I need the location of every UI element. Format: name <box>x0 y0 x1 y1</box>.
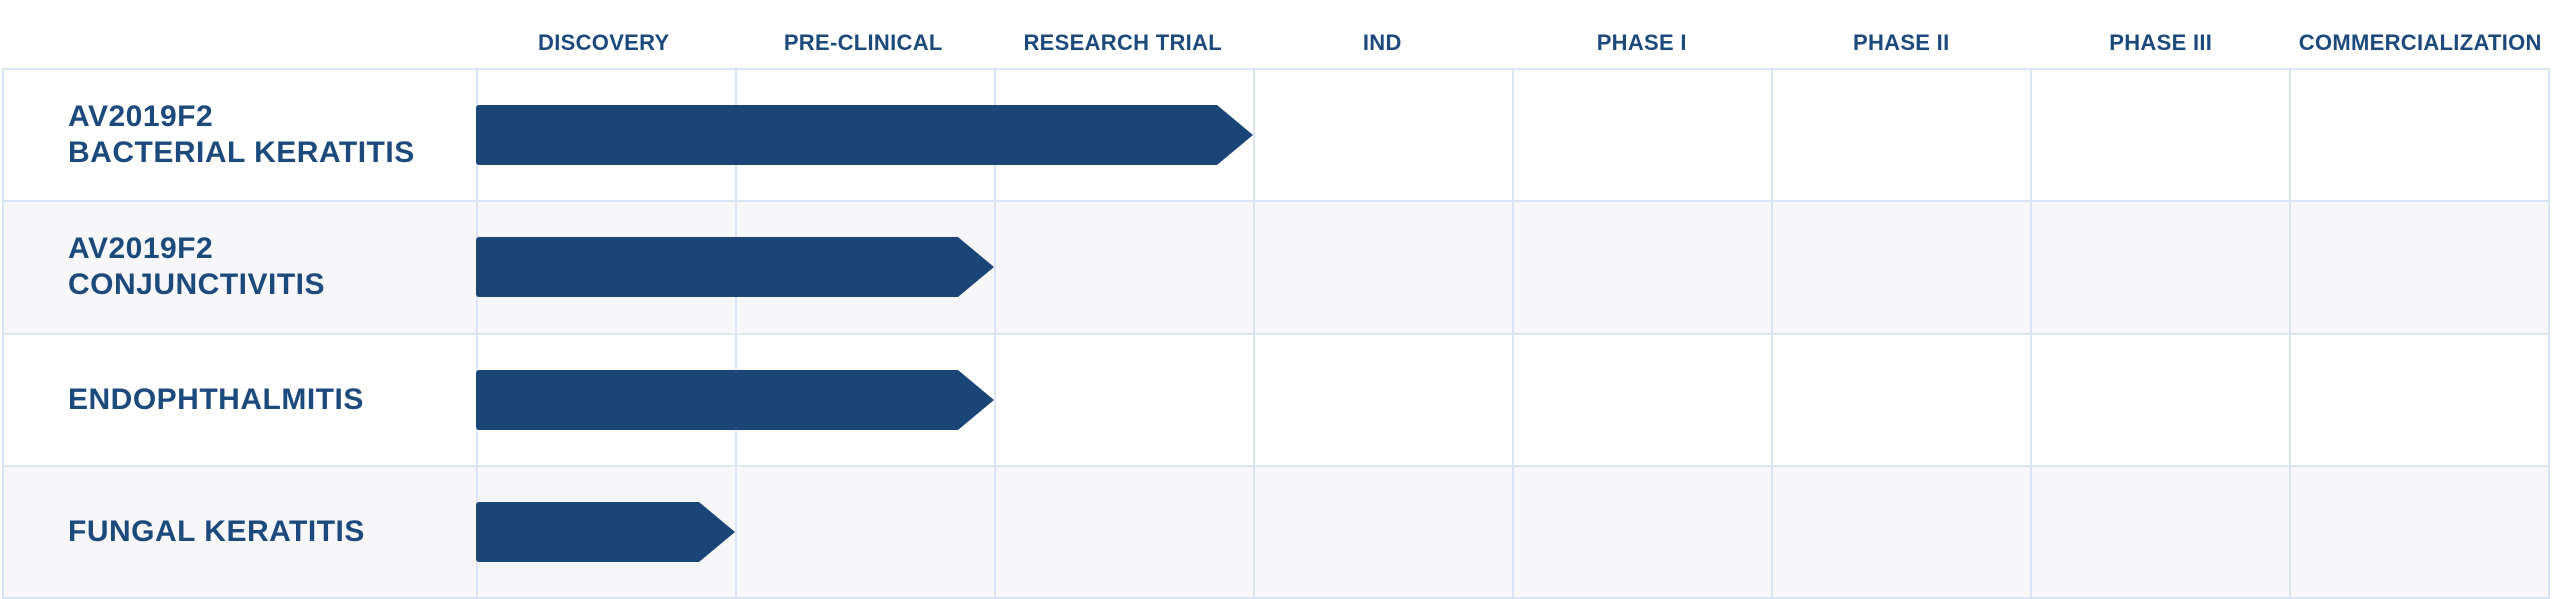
row-grid <box>476 334 2548 465</box>
phase-header-ind: IND <box>1362 30 1402 55</box>
row-label-line1: AV2019F2 <box>68 232 214 266</box>
pipeline-bar-conjunctivitis <box>476 237 958 298</box>
pipeline-bar-bacterial-keratitis <box>476 105 1217 166</box>
phase-header-commercialization: COMMERCIALIZATION <box>2298 30 2542 55</box>
row-grid <box>476 466 2548 597</box>
pipeline-row-fungal-keratitis: FUNGAL KERATITIS <box>4 464 2548 597</box>
header-label-spacer <box>2 0 474 68</box>
pipeline-row-endophthalmitis: ENDOPHTHALMITIS <box>4 332 2548 465</box>
pipeline-bar-endophthalmitis <box>476 369 958 430</box>
row-grid <box>476 202 2548 333</box>
row-grid <box>476 70 2548 201</box>
phase-header-phase-2: PHASE II <box>1852 30 1950 55</box>
row-label-fungal-keratitis: FUNGAL KERATITIS <box>4 467 476 597</box>
row-label-line2: BACTERIAL KERATITIS <box>68 136 415 170</box>
row-label-line1: FUNGAL KERATITIS <box>68 514 365 548</box>
pipeline-row-conjunctivitis: AV2019F2 CONJUNCTIVITIS <box>4 200 2548 333</box>
pipeline-table: AV2019F2 BACTERIAL KERATITIS AV2019F2 CO… <box>2 68 2550 599</box>
pipeline-bar-fungal-keratitis <box>476 501 699 562</box>
phase-header-discovery: DISCOVERY <box>538 30 670 55</box>
row-label-endophthalmitis: ENDOPHTHALMITIS <box>4 335 476 465</box>
phase-header-phase-3: PHASE III <box>2109 30 2213 55</box>
row-label-line2: CONJUNCTIVITIS <box>68 268 326 302</box>
row-label-bacterial-keratitis: AV2019F2 BACTERIAL KERATITIS <box>4 70 476 200</box>
row-label-line1: ENDOPHTHALMITIS <box>68 382 364 416</box>
pipeline-row-bacterial-keratitis: AV2019F2 BACTERIAL KERATITIS <box>4 70 2548 201</box>
phase-header-research-trial: RESEARCH TRIAL <box>1023 30 1223 55</box>
phase-header-row: DISCOVERY PRE-CLINICAL RESEARCH TRIAL IN… <box>2 0 2550 68</box>
row-label-line1: AV2019F2 <box>68 100 214 134</box>
row-label-conjunctivitis: AV2019F2 CONJUNCTIVITIS <box>4 202 476 332</box>
phase-header-pre-clinical: PRE-CLINICAL <box>783 30 943 55</box>
phase-header-phase-1: PHASE I <box>1596 30 1687 55</box>
